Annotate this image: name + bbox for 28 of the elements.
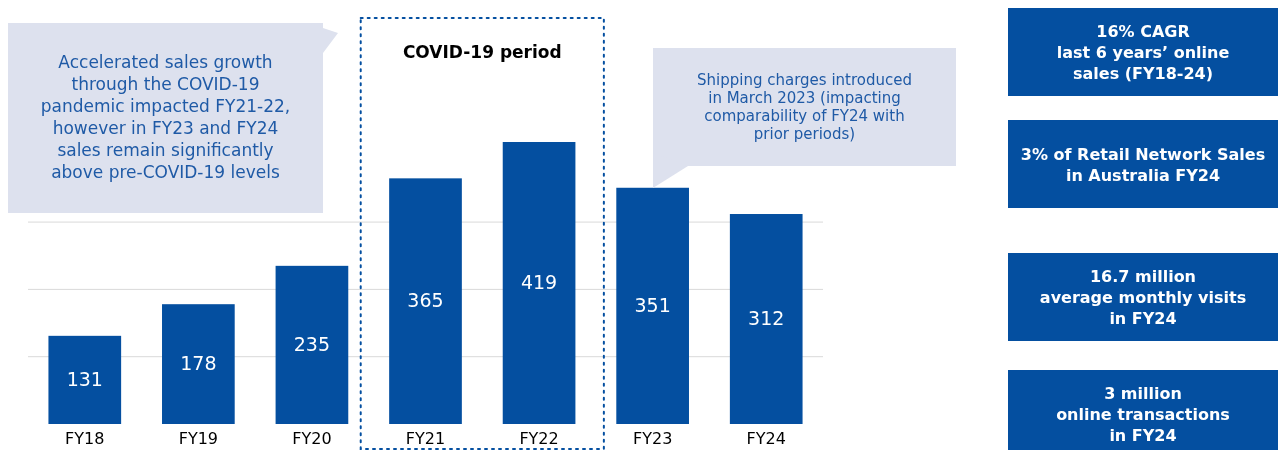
data-label: 365 xyxy=(407,289,444,312)
data-label: 351 xyxy=(634,293,671,316)
x-tick-label: FY24 xyxy=(746,429,786,448)
annotation: Shipping charges introduced in March 2023 (impacting comparability of FY24 with prior periods) xyxy=(697,71,912,143)
bar xyxy=(502,142,576,424)
bar xyxy=(389,178,462,424)
text: 3 million online transactions in FY24 xyxy=(1056,384,1230,445)
data-label: 131 xyxy=(66,367,103,390)
data-label: 235 xyxy=(293,332,331,355)
annotation: Accelerated sales growth through the COVID-19 pandemic impacted FY21-22, however in FY23 and FY24 sales remain significantly above pre-COVID-19 levels xyxy=(40,52,291,182)
text: 16.7 million average monthly visits in FY24 xyxy=(1039,267,1247,328)
text: 3% of Retail Network Sales in Australia FY24 xyxy=(1020,144,1266,185)
bar xyxy=(162,304,235,424)
data-label: 419 xyxy=(520,271,558,293)
text: COVID-19 period xyxy=(402,42,562,62)
bar xyxy=(275,265,349,424)
text: 16% CAGR last 6 years’ online sales (FY18-24) xyxy=(1056,22,1230,83)
x-tick-label: FY23 xyxy=(632,429,673,448)
bar xyxy=(48,335,122,424)
x-tick-label: FY21 xyxy=(405,429,446,448)
data-label: 312 xyxy=(748,307,785,330)
x-tick-label: FY22 xyxy=(519,429,559,448)
x-tick-label: FY19 xyxy=(178,429,219,448)
bar xyxy=(616,187,689,424)
x-tick-label: FY18 xyxy=(65,429,105,448)
x-tick-label: FY20 xyxy=(292,429,332,448)
data-label: 178 xyxy=(180,352,217,375)
bar xyxy=(729,214,803,424)
